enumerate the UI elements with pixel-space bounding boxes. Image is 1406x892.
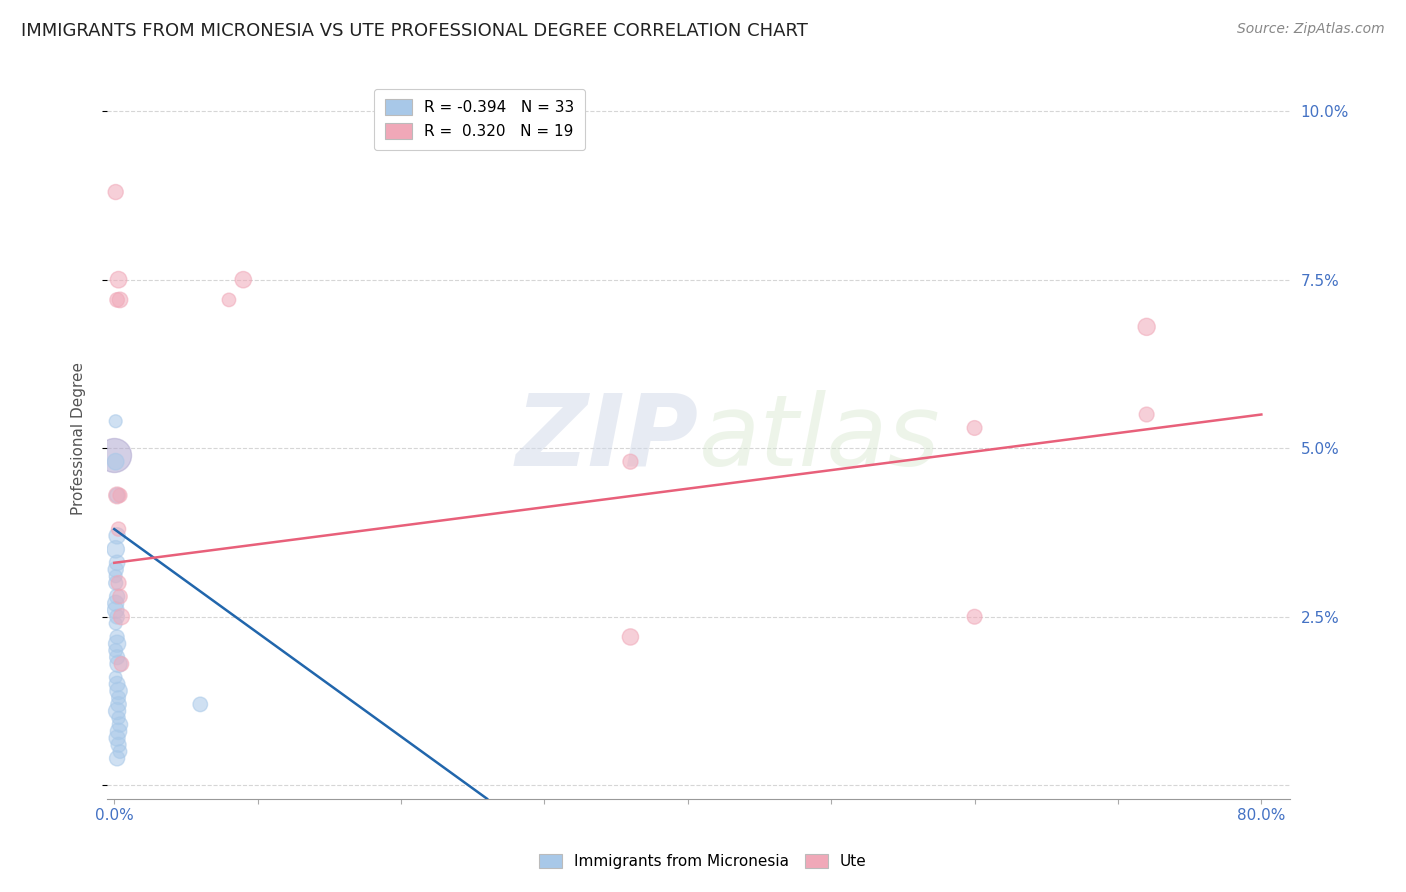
Text: ZIP: ZIP [516,390,699,487]
Text: Source: ZipAtlas.com: Source: ZipAtlas.com [1237,22,1385,37]
Point [107,522,129,536]
Point [107,684,129,698]
Point [188,698,211,712]
Point [104,455,127,469]
Point [218,293,240,307]
Point [104,576,127,591]
Point [107,690,129,705]
Point [105,731,128,745]
Point [104,643,127,657]
Point [105,677,128,691]
Point [232,273,254,287]
Point [108,590,131,604]
Point [104,185,127,199]
Point [104,563,127,577]
Point [107,576,129,591]
Point [963,421,986,435]
Point [108,717,131,731]
Point [1136,408,1159,422]
Point [105,529,128,543]
Point [104,603,127,617]
Point [105,590,128,604]
Legend: Immigrants from Micronesia, Ute: Immigrants from Micronesia, Ute [533,848,873,875]
Text: IMMIGRANTS FROM MICRONESIA VS UTE PROFESSIONAL DEGREE CORRELATION CHART: IMMIGRANTS FROM MICRONESIA VS UTE PROFES… [21,22,808,40]
Point [105,293,128,307]
Point [105,488,128,502]
Point [105,488,128,502]
Point [108,488,131,502]
Point [105,650,128,665]
Point [105,556,128,570]
Point [619,630,641,644]
Point [105,751,128,765]
Point [108,745,131,759]
Point [963,609,986,624]
Y-axis label: Professional Degree: Professional Degree [72,361,86,515]
Point [104,542,127,557]
Point [105,609,128,624]
Point [110,609,132,624]
Point [107,711,129,725]
Point [107,657,129,671]
Point [619,455,641,469]
Point [104,414,127,428]
Point [1136,319,1159,334]
Point [104,569,127,583]
Point [107,273,129,287]
Point [104,616,127,631]
Point [107,738,129,752]
Text: atlas: atlas [699,390,941,487]
Point [105,704,128,718]
Point [105,630,128,644]
Point [110,657,132,671]
Legend: R = -0.394   N = 33, R =  0.320   N = 19: R = -0.394 N = 33, R = 0.320 N = 19 [374,88,585,150]
Point [104,596,127,610]
Point [107,724,129,739]
Point [107,698,129,712]
Point [104,670,127,684]
Point [108,293,131,307]
Point [103,448,125,462]
Point [105,637,128,651]
